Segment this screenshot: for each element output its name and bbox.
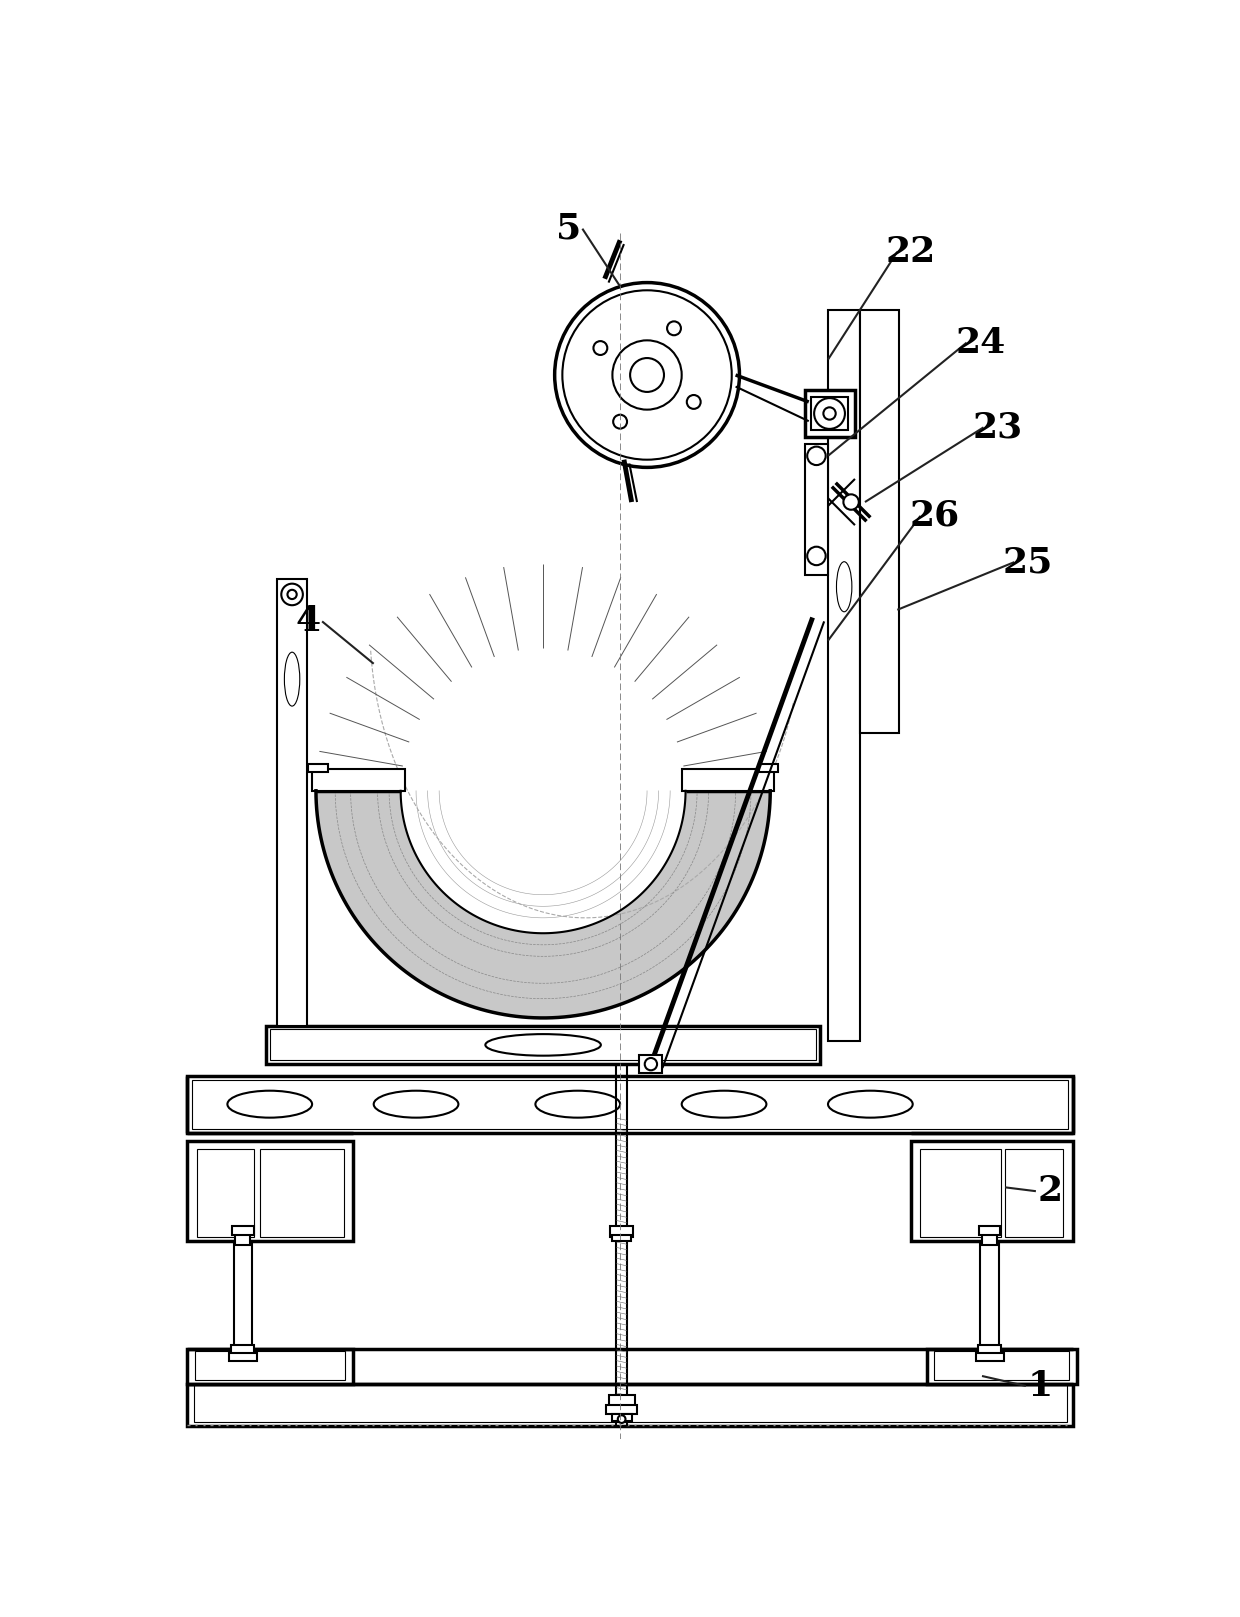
Circle shape (645, 1058, 657, 1070)
Text: 23: 23 (972, 411, 1023, 445)
Ellipse shape (536, 1091, 620, 1117)
Bar (187, 1075, 1073, 1134)
Bar (861, 309, 899, 733)
Bar (613, 1235, 631, 1242)
Bar (606, 1405, 637, 1415)
Bar (926, 1349, 1076, 1384)
Bar (982, 1234, 997, 1245)
Bar (978, 1226, 1001, 1235)
Circle shape (630, 357, 663, 391)
Bar (270, 1030, 816, 1061)
Ellipse shape (373, 1091, 459, 1117)
Circle shape (554, 283, 739, 467)
Circle shape (687, 395, 701, 409)
Bar (978, 1345, 1001, 1355)
Bar (195, 1350, 345, 1379)
Bar (610, 1048, 634, 1058)
Text: 4: 4 (295, 605, 321, 639)
Polygon shape (316, 791, 770, 1019)
Bar (811, 396, 848, 430)
Ellipse shape (828, 1091, 913, 1117)
Bar (312, 770, 404, 791)
Text: 25: 25 (1003, 545, 1054, 579)
Bar (611, 1413, 631, 1421)
Bar (1006, 1148, 1063, 1237)
Text: 26: 26 (909, 500, 960, 534)
Bar (613, 1056, 631, 1062)
Ellipse shape (682, 1091, 766, 1117)
Text: 5: 5 (556, 212, 582, 246)
Bar (934, 1350, 1069, 1379)
Bar (682, 770, 774, 791)
Circle shape (618, 1415, 625, 1423)
Text: 2: 2 (1037, 1174, 1063, 1208)
Bar (828, 309, 861, 1041)
Bar (610, 1226, 634, 1237)
Ellipse shape (284, 652, 300, 707)
Circle shape (613, 414, 627, 429)
Bar (233, 1242, 252, 1349)
Bar (187, 1142, 353, 1242)
Circle shape (815, 398, 844, 429)
Bar (805, 390, 854, 437)
Bar (192, 1080, 1068, 1129)
Ellipse shape (485, 1035, 601, 1056)
Bar (231, 1345, 254, 1355)
Circle shape (807, 446, 826, 466)
Bar (265, 1025, 821, 1064)
Bar (920, 1148, 1001, 1237)
Bar (278, 579, 306, 1025)
Text: 1: 1 (1027, 1370, 1053, 1404)
Circle shape (667, 322, 681, 335)
Bar (805, 445, 828, 576)
Bar (229, 1353, 257, 1360)
Text: 24: 24 (955, 325, 1006, 359)
Ellipse shape (227, 1091, 312, 1117)
Bar (236, 1234, 250, 1245)
Bar (193, 1384, 1066, 1423)
Bar (976, 1353, 1003, 1360)
Circle shape (807, 547, 826, 566)
Bar (759, 763, 777, 771)
Bar (187, 1384, 1073, 1426)
Bar (911, 1142, 1073, 1242)
Bar (232, 1226, 253, 1235)
Bar (197, 1148, 254, 1237)
Circle shape (594, 341, 608, 356)
Bar (640, 1054, 662, 1074)
Bar (259, 1148, 345, 1237)
Text: 22: 22 (887, 234, 936, 268)
Bar (309, 763, 327, 771)
Bar (981, 1242, 999, 1349)
Bar (609, 1395, 635, 1407)
Circle shape (843, 495, 859, 509)
Bar (187, 1349, 353, 1384)
Ellipse shape (837, 561, 852, 611)
Circle shape (281, 584, 303, 605)
